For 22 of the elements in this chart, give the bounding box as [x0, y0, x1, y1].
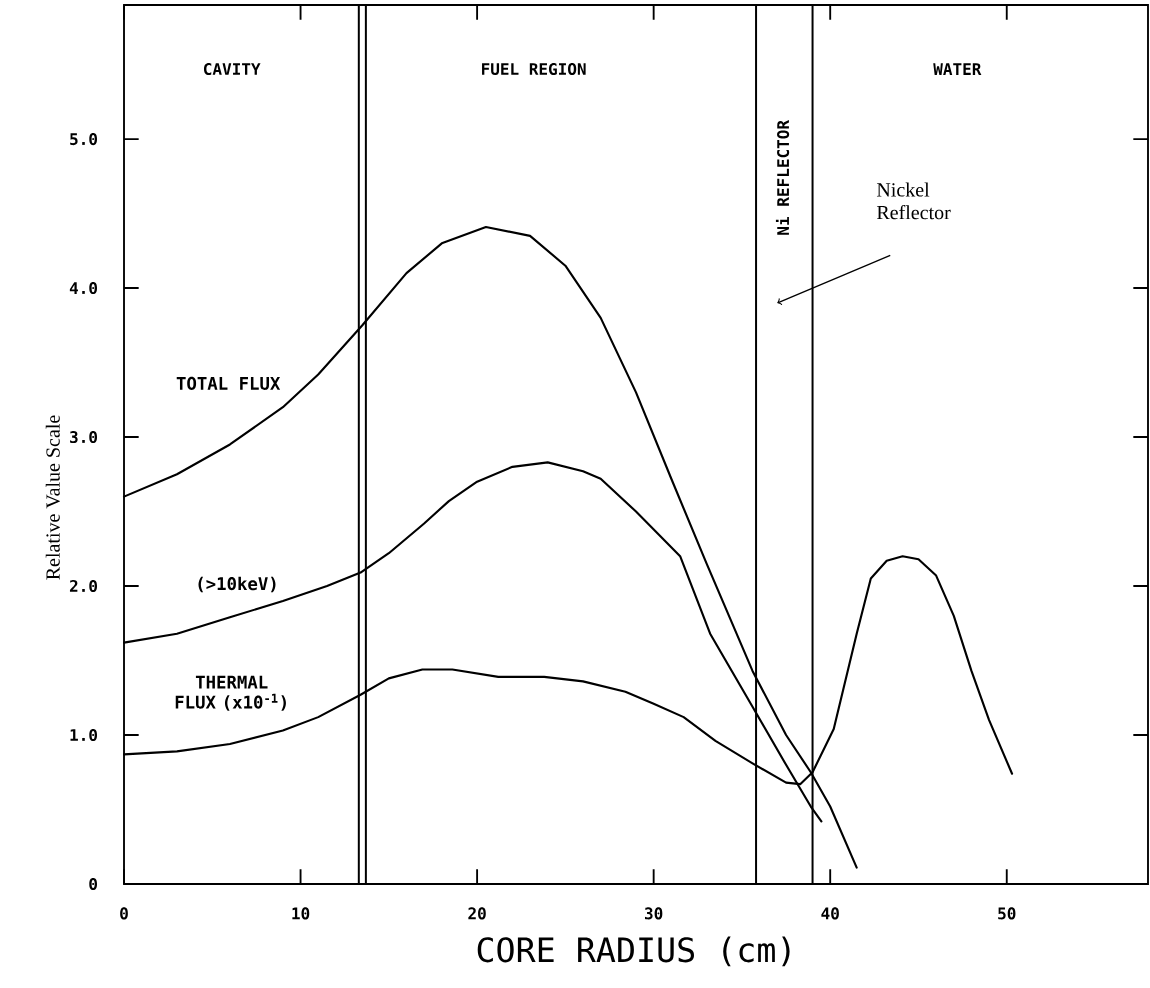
annotation: Nickel Reflector: [876, 182, 951, 220]
x-tick-label: 50: [998, 907, 1016, 920]
x-tick-label: 10: [292, 907, 310, 920]
series-label: THERMAL FLUX (x10$^{-1}$): [175, 675, 286, 711]
annotation: Ni REFLECTOR: [775, 120, 790, 235]
annotation: CAVITY: [203, 63, 261, 76]
y-tick-label: 2.0: [69, 579, 98, 593]
y-tick-label: 5.0: [70, 133, 98, 146]
y-tick-label: 4.0: [69, 282, 98, 295]
x-tick-label: 20: [468, 907, 486, 920]
series-label: (>10keV): [198, 576, 276, 593]
annotation: FUEL REGION: [482, 63, 586, 76]
y-axis-title: Relative Value Scale: [45, 415, 60, 580]
x-tick-label: 0: [120, 907, 128, 920]
annotation: WATER: [933, 63, 982, 75]
y-tick-label: 1.0: [70, 728, 98, 742]
series-label: TOTAL FLUX: [176, 376, 281, 390]
x-axis-title: CORE RADIUS (cm): [477, 936, 790, 967]
y-tick-label: 3.0: [70, 430, 98, 444]
x-tick-label: 40: [821, 907, 839, 920]
x-tick-label: 30: [645, 907, 663, 920]
y-tick-label: 0: [89, 877, 98, 891]
